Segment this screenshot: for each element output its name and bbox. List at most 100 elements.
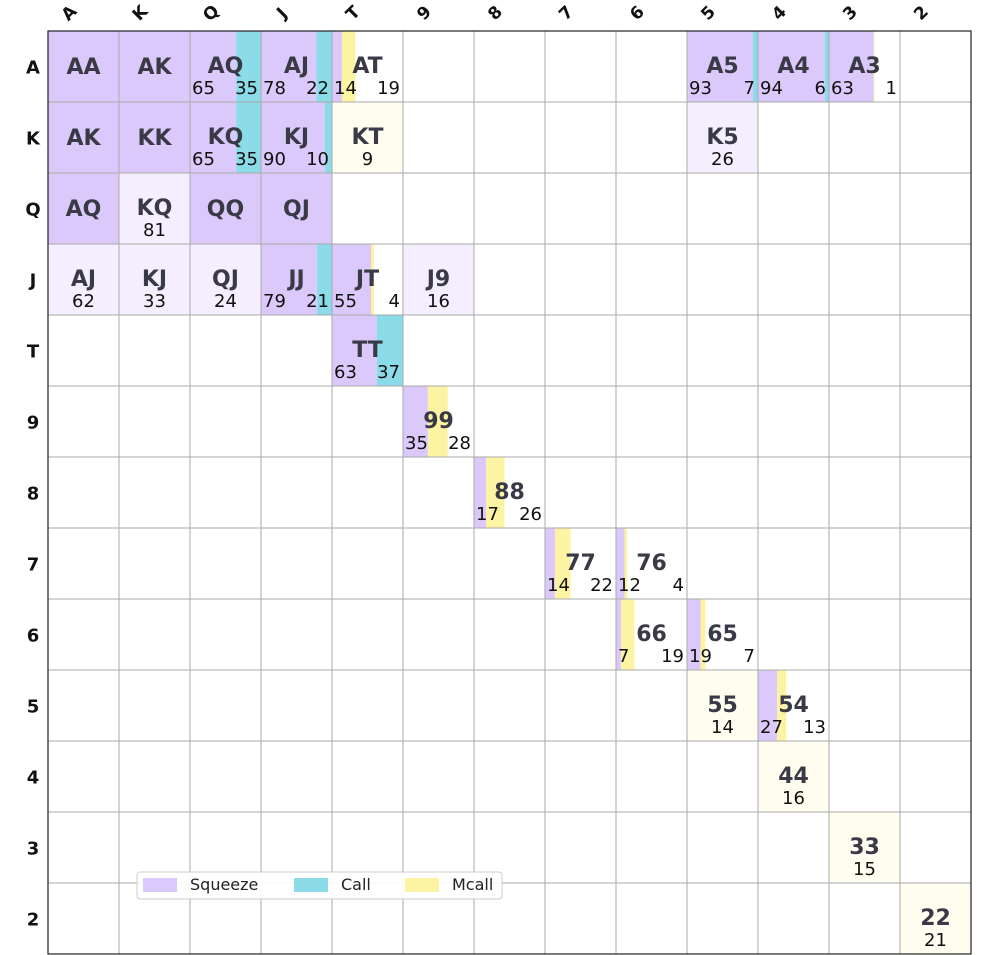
cell-hand-label: 65 [707, 622, 738, 647]
cell-segment-squeeze [687, 599, 701, 670]
grid-lines [47, 30, 972, 955]
cell-hand-label: 55 [707, 693, 738, 718]
row-label-2: 2 [27, 910, 40, 931]
cell-hand-label: KJ [284, 125, 309, 150]
cell-segment-squeeze [261, 244, 318, 315]
cell-hand-label: A3 [848, 54, 880, 79]
cell-segment-call [753, 31, 758, 102]
cell-freq-label: 14 [711, 717, 734, 738]
grid-border [47, 30, 972, 955]
cell-qj-r2c3: QJ [261, 173, 332, 244]
cell-segment-squeeze [332, 244, 372, 315]
cell-freq-label-left: 63 [334, 362, 357, 383]
legend-call-label: Call [341, 875, 371, 894]
cell-hand-label: J9 [425, 267, 451, 292]
col-label-3: 3 [839, 2, 862, 25]
cell-freq-label-left: 65 [192, 149, 215, 170]
cell-freq-label: 16 [427, 291, 450, 312]
cell-freq-label: 9 [362, 149, 373, 170]
cell-hand-label: 44 [778, 764, 809, 789]
cell-hand-label: A4 [777, 54, 809, 79]
cell-segment-squeeze [48, 31, 119, 102]
cell-freq-label-right: 35 [235, 78, 258, 99]
cell-freq-label: 16 [782, 788, 805, 809]
cell-hand-label: 88 [494, 480, 525, 505]
cell-hand-label: KQ [137, 196, 173, 221]
cell-faded-bg [48, 244, 119, 315]
cell-hand-label: AJ [284, 54, 309, 79]
cell-freq-label-right: 6 [815, 78, 826, 99]
cell-hand-label: 66 [636, 622, 667, 647]
cell-segment-mcall [427, 386, 448, 457]
cell-freq-label-left: 27 [760, 717, 783, 738]
col-label-q: Q [199, 1, 223, 25]
cell-hand-label: 76 [636, 551, 667, 576]
col-label-9: 9 [413, 2, 436, 25]
cell-segment-squeeze [545, 528, 555, 599]
cell-freq-label-left: 7 [618, 646, 629, 667]
cell-segment-squeeze [474, 457, 487, 528]
cell-segment-mcall [620, 599, 635, 670]
cell-qq-r2c2: QQ [190, 173, 261, 244]
col-label-7: 7 [555, 2, 578, 25]
cell-faded-bg [119, 173, 190, 244]
cell-freq-label-left: 90 [263, 149, 286, 170]
cell-freq-label-left: 35 [405, 433, 428, 454]
cell-segment-squeeze [758, 670, 778, 741]
row-label-7: 7 [27, 555, 40, 576]
cell-hand-label: 99 [423, 409, 454, 434]
cell-hand-label: KQ [208, 125, 244, 150]
cell-freq-label-left: 78 [263, 78, 286, 99]
cell-freq-label-right: 21 [306, 291, 329, 312]
cell-segment-squeeze [616, 528, 625, 599]
cell-segment-call [236, 31, 261, 102]
cell-hand-label: 54 [778, 693, 809, 718]
cell-segment-mcall [777, 670, 787, 741]
cell-freq-label: 26 [711, 149, 734, 170]
cell-freq-label-right: 4 [673, 575, 684, 596]
cell-segment-mcall [700, 599, 706, 670]
cell-ak-r1c0: AK [48, 102, 119, 173]
cell-hand-label: JT [354, 267, 379, 292]
cell-hand-label: QJ [283, 197, 310, 222]
cell-freq-label-left: 14 [547, 575, 570, 596]
cell-freq-label: 62 [72, 291, 95, 312]
cell-freq-label-right: 22 [306, 78, 329, 99]
cell-freq-label-left: 55 [334, 291, 357, 312]
cell-hand-label: TT [352, 338, 383, 363]
cell-freq-label: 15 [853, 859, 876, 880]
cell-freq-label: 33 [143, 291, 166, 312]
cell-faded-bg [403, 244, 474, 315]
legend-mcall-label: Mcall [452, 875, 493, 894]
cell-hand-label: 33 [849, 835, 880, 860]
cell-hand-label: AK [137, 55, 172, 80]
cell-segment-squeeze [403, 386, 428, 457]
cell-freq-label-right: 22 [590, 575, 613, 596]
cell-hand-label: 22 [920, 906, 951, 931]
cell-kk-r1c1: KK [119, 102, 190, 173]
cell-hand-label: KJ [142, 267, 167, 292]
cell-freq-label-left: 79 [263, 291, 286, 312]
cell-hand-label: A5 [706, 54, 738, 79]
cell-freq-label-right: 35 [235, 149, 258, 170]
row-label-a: A [26, 58, 40, 79]
legend-squeeze-label: Squeeze [190, 875, 258, 894]
row-label-j: J [28, 271, 37, 292]
row-label-5: 5 [27, 697, 40, 718]
